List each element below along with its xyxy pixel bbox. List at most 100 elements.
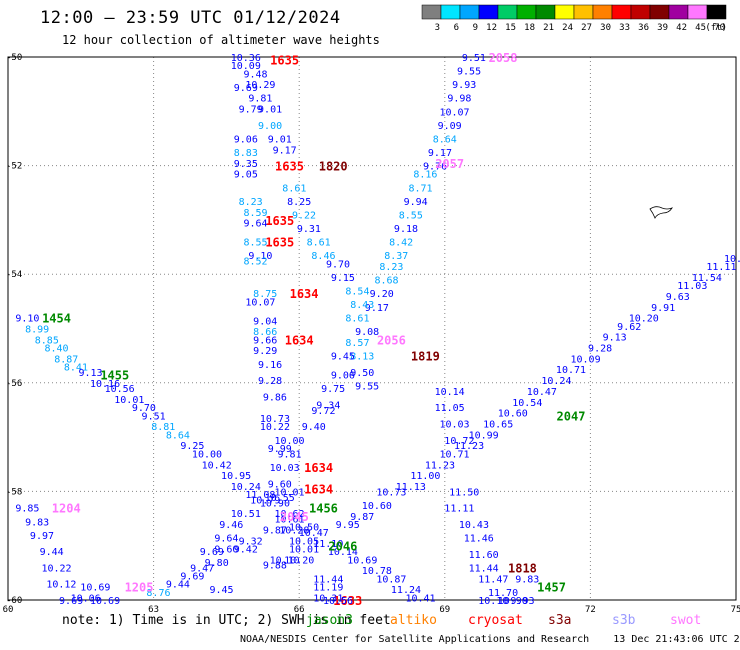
wave-height-point: 11.10	[313, 539, 343, 550]
wave-height-point: 9.15	[331, 273, 355, 284]
wave-height-point: 9.87	[263, 525, 287, 536]
wave-height-point: 10.55	[265, 493, 295, 504]
wave-height-point: 11.08	[245, 490, 275, 501]
colorbar-label: 36	[638, 23, 649, 33]
wave-height-point: 10.79	[250, 496, 280, 507]
wave-height-point: 9.79	[239, 105, 263, 116]
colorbar-label: 18	[524, 23, 535, 33]
colorbar-label: 24	[562, 23, 573, 33]
y-tick-label: -54	[6, 270, 22, 280]
wave-height-point: 9.04	[253, 316, 277, 327]
wave-height-point: 9.10	[15, 314, 39, 325]
wave-height-point: 9.25	[180, 441, 204, 452]
wave-height-point: 10.47	[527, 387, 557, 398]
wave-height-point: 9.13	[603, 333, 627, 344]
wave-height-point: 10.28	[279, 525, 309, 536]
wave-height-point: 10.09	[570, 354, 600, 365]
wave-height-point: 9.55	[457, 67, 481, 78]
colorbar-swatch	[516, 4, 537, 20]
wave-height-point: 8.46	[311, 251, 335, 262]
wave-height-point: 11.23	[454, 441, 484, 452]
colorbar-swatch	[554, 4, 575, 20]
wave-height-point: 11.46	[464, 534, 494, 545]
wave-height-point: 9.97	[30, 531, 54, 542]
wave-height-point: 9.83	[515, 574, 539, 585]
wave-height-point: 10.69	[90, 596, 120, 607]
wave-height-point: 9.16	[258, 360, 282, 371]
mission-jason3: jason3	[306, 613, 353, 628]
pass-time-label: 1454	[42, 312, 71, 326]
y-tick-label: -52	[6, 162, 22, 172]
wave-height-point: 10.65	[483, 420, 513, 431]
wave-height-point: 9.69	[200, 547, 224, 558]
wave-height-point: 9.80	[205, 558, 229, 569]
wave-height-point: 8.83	[234, 148, 258, 159]
wave-height-point: 10.60	[498, 409, 528, 420]
wave-height-point: 9.81	[277, 449, 301, 460]
wave-height-point: 10.56	[323, 596, 353, 607]
colorbar-label: 6	[454, 23, 459, 33]
wave-height-point: 10.41	[405, 593, 435, 604]
wave-height-point: 9.72	[311, 406, 335, 417]
colorbar-swatch	[687, 4, 708, 20]
pass-time-label: 1635	[265, 214, 294, 228]
pass-time-label: 2047	[557, 409, 586, 423]
wave-height-point: 10.71	[556, 365, 586, 376]
wave-height-point: 8.43	[350, 300, 374, 311]
wave-height-point: 11.11	[706, 262, 736, 273]
pass-time-label: 1457	[537, 580, 566, 594]
plot-frame	[7, 56, 737, 601]
wave-height-point: 11.44	[469, 563, 499, 574]
pass-time-label: 2045	[280, 510, 309, 524]
wave-height-point: 10.22	[41, 563, 71, 574]
wave-height-point: 10.00	[192, 449, 222, 460]
wave-height-point: 9.91	[651, 303, 675, 314]
wave-height-point: 9.28	[258, 376, 282, 387]
wave-height-point: 9.28	[588, 344, 612, 355]
wave-height-point: 9.63	[666, 292, 690, 303]
colorbar-swatch	[573, 4, 594, 20]
chart-title: 12:00 – 23:59 UTC 01/12/2024	[40, 8, 341, 28]
wave-height-point: 10.99	[469, 430, 499, 441]
wave-height-point: 8.61	[345, 314, 369, 325]
wave-height-point: 10.14	[435, 387, 465, 398]
wave-height-point: 9.88	[263, 561, 287, 572]
wave-height-point: 10.07	[245, 297, 275, 308]
wave-height-point: 9.13	[78, 368, 102, 379]
wave-height-point: 10.56	[105, 384, 135, 395]
colorbar-swatch	[535, 4, 556, 20]
wave-height-point: 10.69	[80, 582, 110, 593]
wave-height-point: 10.69	[347, 555, 377, 566]
wave-height-point: 9.22	[292, 210, 316, 221]
y-tick-label: -56	[6, 379, 22, 389]
wave-height-point: 8.66	[253, 327, 277, 338]
colorbar-swatch	[497, 4, 518, 20]
wave-height-point: 11.47	[478, 574, 508, 585]
wave-height-point: 9.85	[15, 504, 39, 515]
wave-height-point: 10.01	[114, 395, 144, 406]
wave-height-point: 10.95	[221, 471, 251, 482]
wave-height-point: 10.10	[270, 555, 300, 566]
wave-height-point: 10.12	[46, 580, 76, 591]
wave-height-point: 8.42	[389, 238, 413, 249]
pass-time-label: 1456	[309, 502, 338, 516]
wave-height-point: 9.17	[365, 303, 389, 314]
pass-time-label: 1204	[52, 502, 81, 516]
colorbar-label: 9	[473, 23, 478, 33]
wave-height-point: 9.05	[234, 170, 258, 181]
wave-height-point: 11.60	[469, 550, 499, 561]
wave-height-point: 10.47	[299, 528, 329, 539]
wave-height-point: 9.10	[248, 251, 272, 262]
wave-height-point: 10.24	[231, 482, 261, 493]
wave-height-point: 10.06	[71, 593, 101, 604]
colorbar-swatch	[706, 4, 727, 20]
pass-time-label: 1635	[265, 236, 294, 250]
wave-height-point: 8.59	[243, 208, 267, 219]
wave-height-point: 9.40	[302, 422, 326, 433]
colorbar-label: 42	[676, 23, 687, 33]
wave-height-point: 9.60	[268, 479, 292, 490]
y-tick-label: -60	[6, 596, 22, 606]
wave-height-point: 9.98	[447, 94, 471, 105]
colorbar-label: 45	[695, 23, 706, 33]
